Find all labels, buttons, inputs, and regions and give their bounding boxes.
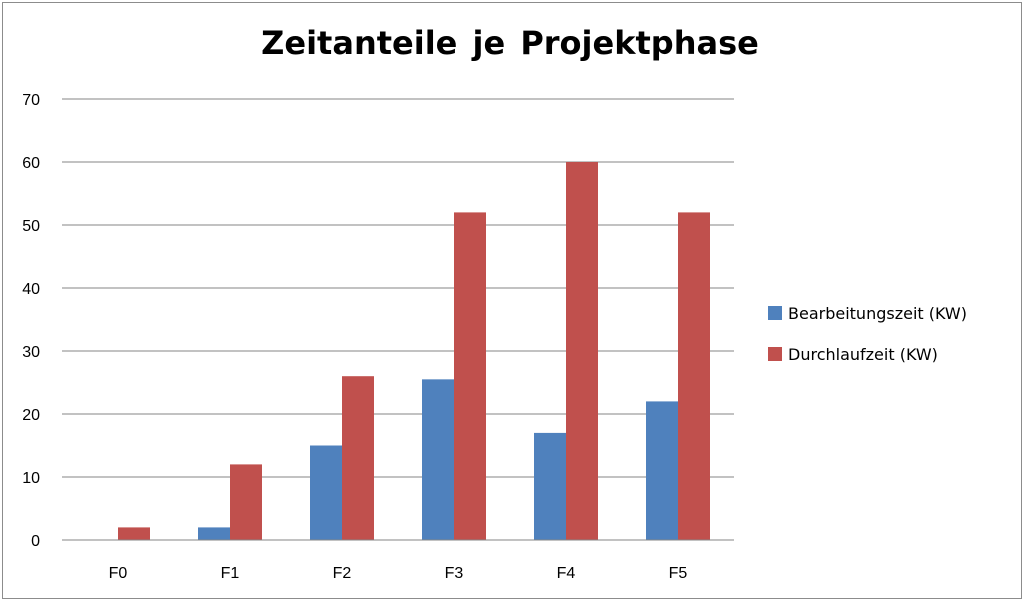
- bar-F1-durchlaufzeit: [230, 464, 262, 540]
- bar-F3-bearbeitungszeit: [422, 379, 454, 540]
- gridlines: [62, 98, 734, 478]
- x-tick-label: F3: [445, 565, 464, 582]
- bar-F1-bearbeitungszeit: [198, 527, 230, 540]
- legend-swatch-durchlaufzeit: [768, 347, 782, 361]
- legend-item: Durchlaufzeit (KW): [768, 343, 967, 365]
- legend-label-durchlaufzeit: Durchlaufzeit (KW): [788, 344, 938, 364]
- x-axis-ticks: F0 F1 F2 F3 F4 F5: [109, 565, 688, 582]
- x-tick-label: F4: [557, 565, 576, 582]
- y-tick-label: 20: [22, 407, 40, 424]
- y-tick-label: 50: [22, 218, 40, 235]
- legend-label-bearbeitungszeit: Bearbeitungszeit (KW): [788, 303, 967, 323]
- bar-F5-durchlaufzeit: [678, 212, 710, 540]
- y-tick-label: 30: [22, 344, 40, 361]
- chart-title: Zeitanteile je Projektphase: [261, 24, 759, 62]
- x-tick-label: F0: [109, 565, 128, 582]
- bar-F2-durchlaufzeit: [342, 376, 374, 540]
- y-tick-label: 10: [22, 470, 40, 487]
- legend-item: Bearbeitungszeit (KW): [768, 302, 967, 324]
- y-tick-label: 40: [22, 281, 40, 298]
- bar-F4-durchlaufzeit: [566, 162, 598, 540]
- legend-swatch-bearbeitungszeit: [768, 306, 782, 320]
- y-tick-label: 70: [22, 92, 40, 109]
- y-tick-label: 0: [31, 533, 40, 550]
- bars: [118, 162, 710, 540]
- bar-F5-bearbeitungszeit: [646, 401, 678, 540]
- x-tick-label: F2: [333, 565, 352, 582]
- bar-F4-bearbeitungszeit: [534, 432, 566, 540]
- legend: Bearbeitungszeit (KW) Durchlaufzeit (KW): [768, 302, 967, 384]
- bar-F3-durchlaufzeit: [454, 212, 486, 540]
- x-tick-label: F5: [669, 565, 688, 582]
- y-axis-ticks: 0 10 20 30 40 50 60 70: [22, 92, 40, 550]
- y-tick-label: 60: [22, 155, 40, 172]
- x-tick-label: F1: [221, 565, 240, 582]
- bar-F0-durchlaufzeit: [118, 527, 150, 540]
- bar-F2-bearbeitungszeit: [310, 445, 342, 540]
